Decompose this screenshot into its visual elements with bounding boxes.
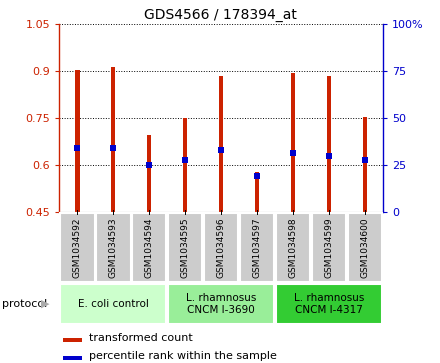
FancyBboxPatch shape bbox=[240, 213, 274, 282]
Bar bbox=[183, 118, 187, 212]
Bar bbox=[363, 117, 367, 212]
FancyBboxPatch shape bbox=[348, 213, 382, 282]
Text: GSM1034598: GSM1034598 bbox=[289, 217, 297, 278]
Text: GSM1034596: GSM1034596 bbox=[216, 217, 226, 278]
FancyBboxPatch shape bbox=[96, 213, 131, 282]
Bar bbox=[219, 76, 223, 212]
Text: L. rhamnosus
CNCM I-4317: L. rhamnosus CNCM I-4317 bbox=[294, 293, 364, 315]
FancyBboxPatch shape bbox=[204, 213, 238, 282]
Text: GDS4566 / 178394_at: GDS4566 / 178394_at bbox=[143, 8, 297, 22]
Text: ▶: ▶ bbox=[40, 299, 49, 309]
Bar bbox=[147, 135, 151, 212]
Bar bbox=[62, 356, 82, 360]
FancyBboxPatch shape bbox=[312, 213, 346, 282]
FancyBboxPatch shape bbox=[132, 213, 166, 282]
Bar bbox=[327, 77, 331, 212]
Text: transformed count: transformed count bbox=[88, 333, 192, 343]
Bar bbox=[75, 70, 80, 212]
Bar bbox=[291, 73, 295, 212]
Text: GSM1034595: GSM1034595 bbox=[181, 217, 190, 278]
FancyBboxPatch shape bbox=[60, 213, 95, 282]
Text: GSM1034593: GSM1034593 bbox=[109, 217, 118, 278]
Text: GSM1034600: GSM1034600 bbox=[360, 217, 369, 278]
FancyBboxPatch shape bbox=[60, 284, 166, 324]
Text: GSM1034599: GSM1034599 bbox=[324, 217, 334, 278]
FancyBboxPatch shape bbox=[276, 213, 310, 282]
Text: percentile rank within the sample: percentile rank within the sample bbox=[88, 351, 276, 362]
FancyBboxPatch shape bbox=[276, 284, 382, 324]
Text: protocol: protocol bbox=[2, 299, 48, 309]
Bar bbox=[111, 67, 115, 212]
FancyBboxPatch shape bbox=[168, 213, 202, 282]
Text: L. rhamnosus
CNCM I-3690: L. rhamnosus CNCM I-3690 bbox=[186, 293, 256, 315]
Text: GSM1034594: GSM1034594 bbox=[145, 217, 154, 278]
Bar bbox=[255, 172, 259, 212]
Text: GSM1034597: GSM1034597 bbox=[253, 217, 261, 278]
Text: E. coli control: E. coli control bbox=[78, 299, 149, 309]
Text: GSM1034592: GSM1034592 bbox=[73, 217, 82, 278]
FancyBboxPatch shape bbox=[168, 284, 274, 324]
Bar bbox=[62, 338, 82, 342]
